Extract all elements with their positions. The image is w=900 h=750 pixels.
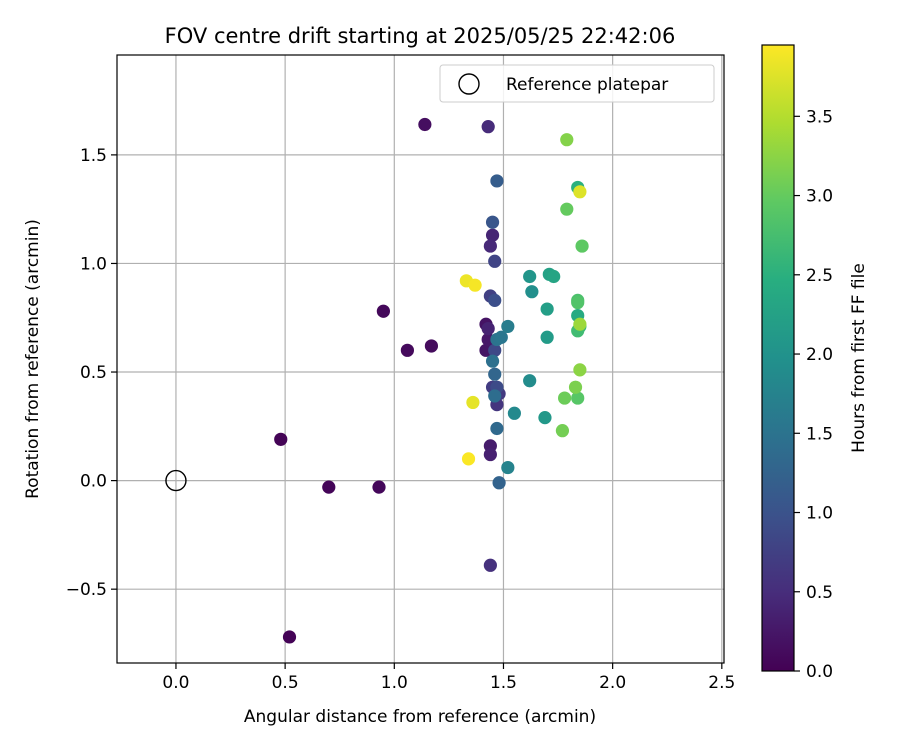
grid [117,55,724,663]
data-point [540,302,554,316]
y-axis-ticks: −0.5 0.0 0.5 1.0 1.5 [66,146,117,600]
data-point [573,185,587,199]
data-point [523,269,537,284]
data-point [573,317,587,331]
x-axis-label: Angular distance from reference (arcmin) [244,707,596,727]
data-point [282,630,297,644]
data-point [540,330,554,344]
data-point [571,391,585,405]
data-point [481,120,495,134]
colorbar: 0.0 0.5 1.0 1.5 2.0 2.5 3.0 3.5 Hours from firs… [761,44,869,682]
legend: Reference platepar [439,64,715,103]
data-point [575,239,589,253]
data-point [466,395,480,410]
plot-frame [116,54,725,664]
x-axis-ticks: 0.0 0.5 1.0 1.5 2.0 2.5 [162,663,735,693]
data-point [501,319,515,334]
data-point [547,269,561,284]
data-point [501,460,515,475]
data-point [461,452,476,466]
data-point [322,480,336,494]
data-point [538,411,552,425]
data-point [483,558,497,572]
colorbar-ticks: 0.0 0.5 1.0 1.5 2.0 2.5 3.0 3.5 [794,107,833,682]
data-point [560,202,574,216]
data-point [573,363,587,377]
data-point [488,389,502,403]
data-point [525,285,539,299]
legend-box [439,64,715,103]
x-tick-label: 2.0 [599,673,626,693]
data-point [424,339,439,353]
colorbar-label: Hours from first FF file [849,263,869,453]
data-point [490,421,504,436]
data-point [483,239,497,253]
reference-platepar-marker [165,469,187,492]
data-point [558,391,572,405]
data-point [485,228,500,242]
chart-title: FOV centre drift starting at 2025/05/25 … [165,24,676,48]
data-point [274,432,288,446]
scatter-points [165,117,589,644]
data-point [488,254,502,268]
data-point [571,295,585,310]
data-point [568,380,583,394]
y-tick-label: 1.5 [80,146,107,166]
colorbar-tick-label: 0.5 [806,583,833,603]
legend-marker-reference [458,73,480,95]
data-point [468,278,482,292]
colorbar-gradient [761,44,795,672]
x-tick-label: 0.5 [272,673,299,693]
y-tick-label: 0.0 [80,472,107,492]
data-point [418,117,432,132]
y-axis-label: Rotation from reference (arcmin) [23,219,43,499]
data-point [376,304,390,318]
data-point [555,424,570,438]
data-point [483,447,497,462]
plot-area [117,55,724,663]
colorbar-tick-label: 1.0 [806,504,833,524]
data-point [507,406,521,420]
data-point [560,133,574,147]
x-tick-label: 0.0 [162,673,189,693]
data-point [488,293,502,307]
data-point [400,343,414,357]
data-point [492,476,506,490]
data-point [488,367,502,381]
data-point [494,330,508,344]
data-point [488,343,502,357]
colorbar-tick-label: 3.0 [806,187,833,207]
x-tick-label: 1.5 [490,673,517,693]
data-point [481,322,495,336]
colorbar-tick-label: 2.0 [806,345,833,365]
y-tick-label: −0.5 [66,580,107,600]
data-point [485,215,500,229]
data-point [523,374,537,388]
legend-label-reference: Reference platepar [506,75,668,95]
y-tick-label: 1.0 [80,254,107,274]
x-tick-label: 1.0 [381,673,408,693]
colorbar-tick-label: 0.0 [806,662,833,682]
data-point [490,174,504,188]
colorbar-tick-label: 1.5 [806,424,833,444]
data-point [485,354,500,368]
colorbar-tick-label: 2.5 [806,266,833,286]
y-tick-label: 0.5 [80,363,107,383]
colorbar-tick-label: 3.5 [806,107,833,127]
data-point [372,480,386,494]
x-tick-label: 2.5 [708,673,735,693]
